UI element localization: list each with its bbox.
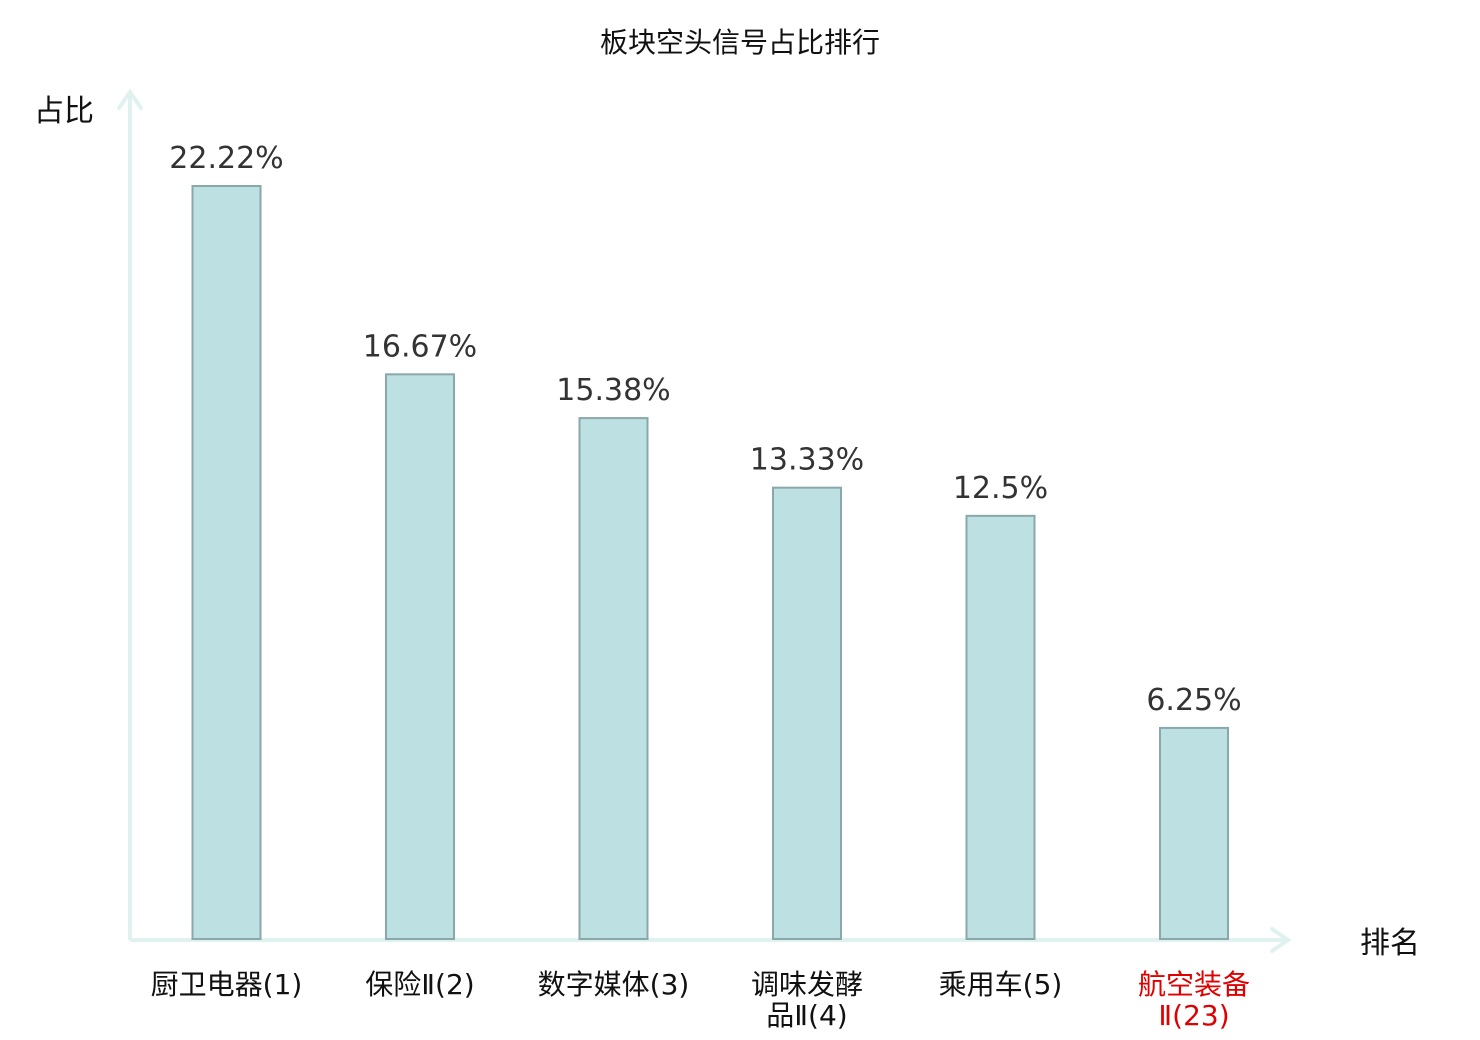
bars-group <box>191 185 1229 941</box>
bar <box>772 486 842 940</box>
chart-title: 板块空头信号占比排行 <box>600 26 880 59</box>
bar <box>965 514 1036 940</box>
category-label: 调味发酵 <box>751 968 863 1001</box>
value-label: 12.5% <box>953 471 1048 506</box>
axes <box>117 88 1292 953</box>
value-label: 15.38% <box>556 373 670 408</box>
category-label: 乘用车(5) <box>939 968 1063 1001</box>
value-label: 22.22% <box>169 141 283 176</box>
category-label: 保险Ⅱ(2) <box>365 968 474 1001</box>
category-label: 品Ⅱ(4) <box>766 999 847 1032</box>
category-label: 数字媒体(3) <box>538 968 690 1001</box>
category-label: 厨卫电器(1) <box>151 968 303 1001</box>
value-label: 13.33% <box>750 443 864 478</box>
y-axis-label: 占比 <box>34 94 94 129</box>
category-label: 航空装备 <box>1138 968 1250 1001</box>
category-label: Ⅱ(23) <box>1158 999 1229 1032</box>
x-axis-label: 排名 <box>1360 926 1420 961</box>
x-axis-arrow <box>1270 927 1292 953</box>
y-axis-arrow <box>117 88 143 110</box>
bar <box>1159 726 1229 941</box>
bar <box>385 373 455 940</box>
value-labels-group: 22.22% 16.67% 15.38% 13.33% 12.5% 6.25% <box>169 141 1241 718</box>
bar <box>578 417 649 940</box>
bar <box>191 185 262 940</box>
value-label: 6.25% <box>1146 683 1241 718</box>
value-label: 16.67% <box>363 329 477 364</box>
